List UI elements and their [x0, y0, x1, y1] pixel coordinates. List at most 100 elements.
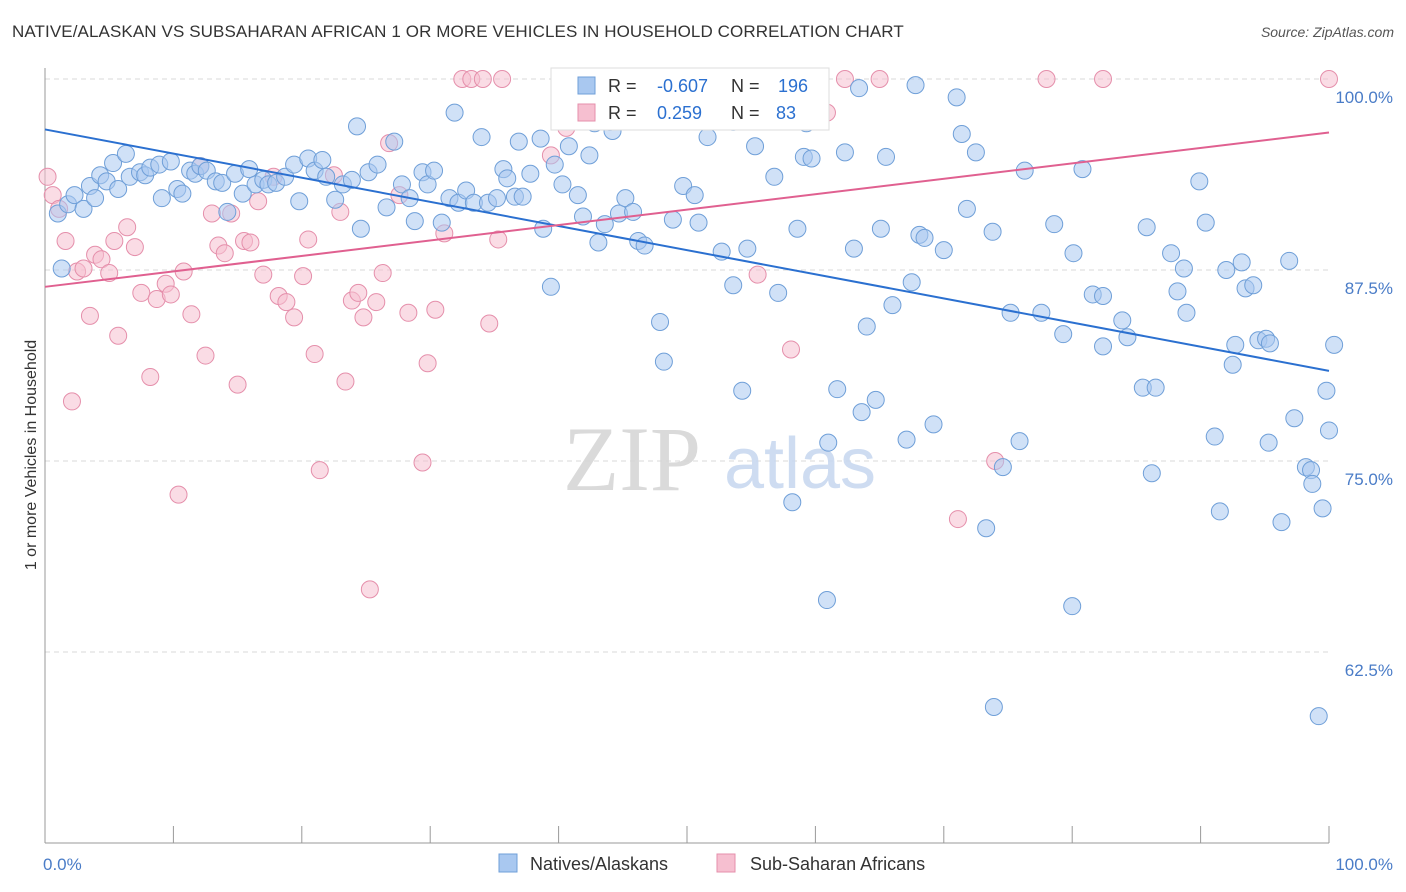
- natives-point: [952, 125, 971, 144]
- subsaharan-point: [480, 314, 499, 333]
- natives-point: [1064, 244, 1083, 263]
- natives-point: [498, 169, 517, 188]
- natives-point: [1073, 160, 1092, 179]
- natives-point: [545, 155, 564, 174]
- natives-point: [850, 79, 869, 98]
- y-tick-label-0: 62.5%: [1345, 661, 1393, 680]
- natives-point: [689, 213, 708, 232]
- natives-point: [513, 187, 532, 206]
- subsaharan-point: [125, 238, 144, 257]
- natives-point: [1210, 502, 1229, 521]
- subsaharan-point: [92, 250, 111, 269]
- natives-point: [1177, 303, 1196, 322]
- subsaharan-point: [202, 204, 221, 223]
- natives-point: [1226, 335, 1245, 354]
- subsaharan-point: [748, 265, 767, 284]
- natives-point: [326, 190, 345, 209]
- natives-point: [1309, 707, 1328, 726]
- natives-point: [218, 202, 237, 221]
- subsaharan-point: [399, 303, 418, 322]
- natives-point: [977, 519, 996, 538]
- natives-point: [828, 380, 847, 399]
- tick-labels: 62.5% 75.0% 87.5% 100.0% 0.0% 100.0%: [43, 88, 1393, 874]
- subsaharan-point: [62, 392, 81, 411]
- natives-point: [445, 103, 464, 122]
- source-label: Source: ZipAtlas.com: [1260, 24, 1394, 40]
- subsaharan-point: [310, 461, 329, 480]
- natives-point: [531, 129, 550, 148]
- subsaharan-point: [118, 218, 137, 237]
- natives-point: [1045, 215, 1064, 234]
- x-tick-label-max: 100.0%: [1335, 855, 1393, 874]
- natives-point: [86, 189, 105, 208]
- natives-point: [1285, 409, 1304, 428]
- legend-pink-swatch: [577, 103, 596, 122]
- natives-point: [1325, 335, 1344, 354]
- natives-point: [844, 239, 863, 258]
- y-tick-label-2: 87.5%: [1345, 279, 1393, 298]
- natives-point: [1260, 334, 1279, 353]
- natives-point: [385, 132, 404, 151]
- natives-point: [487, 189, 506, 208]
- natives-point: [788, 219, 807, 238]
- natives-point: [1063, 597, 1082, 616]
- subsaharan-point: [100, 264, 119, 283]
- natives-point: [74, 199, 93, 218]
- legend-n-value-2: 83: [776, 103, 796, 123]
- natives-point: [1137, 218, 1156, 237]
- natives-point: [877, 147, 896, 166]
- subsaharan-point: [782, 340, 801, 359]
- natives-point: [405, 212, 424, 231]
- natives-point: [1280, 251, 1299, 270]
- subsaharan-trend-line: [44, 131, 1330, 288]
- natives-point: [1113, 311, 1132, 330]
- subsaharan-point: [38, 167, 57, 186]
- natives-point: [1272, 513, 1291, 532]
- natives-point: [915, 228, 934, 247]
- natives-point: [802, 149, 821, 168]
- subsaharan-point: [169, 485, 188, 504]
- series-natives-points: [48, 76, 1344, 726]
- natives-point: [1205, 427, 1224, 446]
- natives-point: [368, 155, 387, 174]
- natives-point: [1303, 474, 1322, 493]
- natives-point: [1320, 421, 1338, 440]
- natives-point: [1094, 286, 1113, 305]
- subsaharan-point: [56, 231, 75, 250]
- series-sub-saharan-points: [38, 70, 1338, 599]
- subsaharan-point: [294, 267, 313, 286]
- subsaharan-point: [305, 345, 324, 364]
- natives-point: [580, 146, 599, 165]
- legend-r-label-2: R =: [608, 103, 637, 123]
- subsaharan-point: [105, 231, 124, 250]
- bottom-legend: Natives/Alaskans Sub-Saharan Africans: [498, 853, 925, 874]
- watermark: ZIP atlas: [563, 408, 876, 510]
- subsaharan-point: [948, 510, 967, 529]
- legend-r-label-1: R =: [608, 76, 637, 96]
- subsaharan-point: [161, 285, 180, 304]
- subsaharan-point: [241, 233, 260, 252]
- subsaharan-point: [336, 372, 355, 391]
- natives-point: [233, 184, 252, 203]
- subsaharan-point: [182, 305, 201, 324]
- natives-point: [1168, 282, 1187, 301]
- subsaharan-point: [1320, 70, 1338, 88]
- natives-point: [883, 296, 902, 315]
- x-tick-label-min: 0.0%: [43, 855, 82, 874]
- subsaharan-point: [360, 580, 379, 599]
- natives-point: [616, 189, 635, 208]
- subsaharan-point: [132, 283, 151, 302]
- subsaharan-point: [228, 375, 247, 394]
- subsaharan-point: [354, 308, 373, 327]
- legend-n-value-1: 196: [778, 76, 808, 96]
- subsaharan-point: [835, 70, 854, 88]
- subsaharan-point: [489, 230, 508, 249]
- natives-point: [635, 236, 654, 255]
- natives-point: [1196, 213, 1215, 232]
- subsaharan-point: [473, 70, 492, 88]
- legend-r-value-1: -0.607: [657, 76, 708, 96]
- natives-point: [1054, 325, 1073, 344]
- natives-point: [425, 161, 444, 180]
- natives-point: [161, 152, 180, 171]
- natives-point: [983, 222, 1002, 241]
